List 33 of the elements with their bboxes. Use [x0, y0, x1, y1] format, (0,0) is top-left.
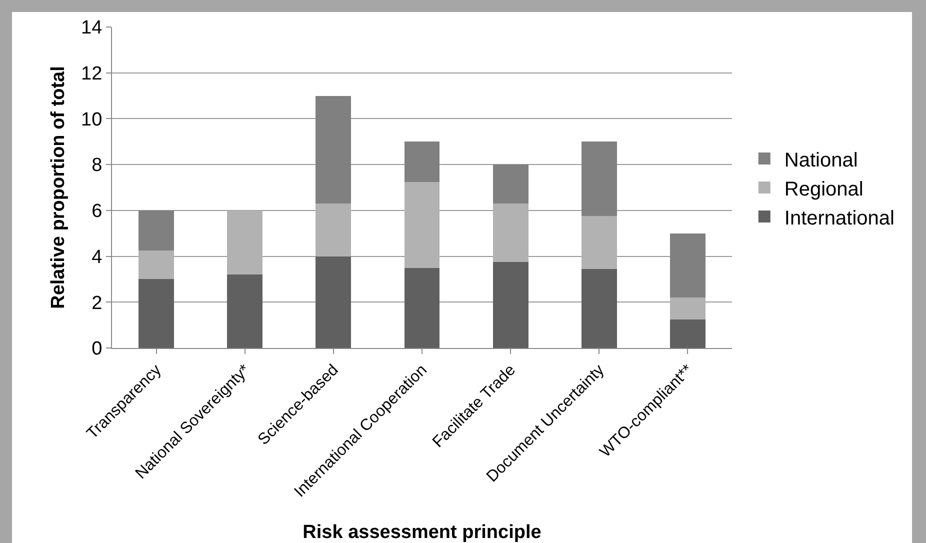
- y-tick-label: 14: [81, 18, 103, 39]
- bar: [404, 182, 440, 268]
- x-axis-title: Risk assessment principle: [302, 522, 542, 543]
- bar: [316, 204, 352, 256]
- legend-label: Regional: [784, 178, 864, 200]
- bar: [227, 210, 263, 275]
- bar: [138, 210, 174, 251]
- bar: [581, 268, 617, 348]
- bar: [581, 216, 617, 269]
- y-tick-label: 8: [92, 155, 102, 176]
- legend-label: National: [784, 149, 858, 172]
- bar: [316, 256, 352, 348]
- bar: [316, 96, 352, 204]
- bar: [492, 164, 528, 204]
- y-tick-label: 0: [92, 338, 102, 360]
- y-axis-title: Relative proportion of total: [48, 66, 69, 309]
- bar: [581, 142, 617, 216]
- y-tick-label: 4: [92, 246, 103, 268]
- bar: [138, 250, 174, 280]
- bar: [492, 204, 528, 262]
- y-tick-label: 12: [81, 64, 102, 85]
- bar: [227, 274, 263, 348]
- y-tick-label: 6: [92, 201, 102, 222]
- bar: [670, 319, 706, 348]
- y-tick-label: 2: [92, 292, 102, 314]
- bar: [670, 233, 706, 298]
- bar: [492, 262, 528, 348]
- bar: [404, 268, 440, 348]
- y-tick-label: 10: [81, 109, 102, 130]
- legend-label: International: [784, 207, 894, 230]
- bar: [138, 279, 174, 348]
- bar: [404, 142, 440, 182]
- bar: [670, 298, 706, 320]
